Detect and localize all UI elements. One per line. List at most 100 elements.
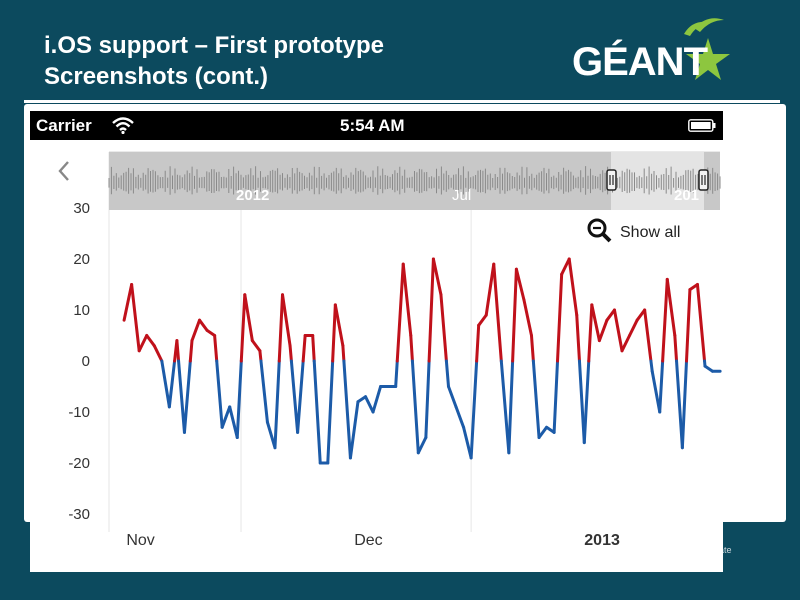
series-segment <box>575 313 581 363</box>
series-segment <box>514 267 526 302</box>
series-segment <box>364 395 375 414</box>
zoom-out-icon <box>587 218 612 243</box>
series-segment <box>205 328 217 337</box>
series-segment <box>311 334 316 363</box>
wifi-icon <box>112 117 134 134</box>
series-segment <box>446 385 458 409</box>
series-segment <box>577 359 586 445</box>
y-tick-label: 20 <box>73 251 90 268</box>
series-segment <box>416 436 428 455</box>
y-axis: 30 20 10 0 -10 -20 -30 <box>68 200 90 523</box>
geant-logo: GÉANT <box>572 14 742 94</box>
series-segment <box>301 334 307 363</box>
series-segment <box>590 303 601 343</box>
navigator-label-2012: 2012 <box>236 187 269 204</box>
series-segment <box>122 283 134 322</box>
y-tick-label: -20 <box>68 455 90 472</box>
series-segment <box>552 359 560 434</box>
navigator-handle-left[interactable] <box>606 169 617 191</box>
series-segment <box>695 283 707 363</box>
navigator-series <box>108 166 721 195</box>
navigator-label-2013: 201 <box>674 187 699 204</box>
series-segment <box>356 395 368 404</box>
series-segment <box>215 359 224 429</box>
series-segment <box>560 257 571 276</box>
series-segment <box>331 303 337 363</box>
ios-device-screen: Carrier 5:54 AM 2012 Jul 201 <box>30 111 723 572</box>
x-tick-label: 2013 <box>584 532 620 549</box>
series-segment <box>239 293 247 363</box>
series-segment <box>685 288 692 363</box>
series-segment <box>597 318 609 343</box>
series-segment <box>605 308 616 322</box>
navigator-handle-right[interactable] <box>698 169 709 191</box>
show-all-button[interactable]: Show all <box>587 218 680 243</box>
slide-title: i.OS support – First prototype Screensho… <box>44 30 384 92</box>
series-segment <box>326 359 335 465</box>
series-segment <box>177 359 186 434</box>
chevron-left-icon[interactable] <box>58 161 69 181</box>
series-segment <box>665 277 677 337</box>
chart-area: 2012 Jul 201 Show all 30 20 10 0 -10 <box>58 151 722 549</box>
series-segment <box>511 267 518 363</box>
show-all-label: Show all <box>620 224 680 241</box>
series-segment <box>462 425 473 460</box>
series-segment <box>277 293 285 363</box>
series-segment <box>182 359 192 434</box>
series-segment <box>188 339 194 363</box>
series-segment <box>537 425 549 439</box>
series-segment <box>395 262 405 363</box>
series-segment <box>152 344 164 363</box>
series-segment <box>444 359 450 388</box>
series-segment <box>228 405 239 439</box>
series-segment <box>469 359 479 460</box>
series-segment <box>250 339 262 353</box>
series-segment <box>582 359 591 445</box>
logo-wordmark: GÉANT <box>572 40 708 84</box>
series-segment <box>371 385 383 414</box>
series-segment <box>427 257 435 363</box>
range-navigator[interactable]: 2012 Jul 201 <box>108 152 721 210</box>
clock-label: 5:54 AM <box>340 116 405 135</box>
series-segment <box>475 323 481 363</box>
series-segment <box>587 303 594 363</box>
series-segment <box>680 359 689 450</box>
series-segment <box>484 262 496 317</box>
series-segment <box>643 308 653 363</box>
chart-series <box>122 257 722 465</box>
series-segment <box>258 349 263 363</box>
series-segment <box>507 359 515 455</box>
series-segment <box>213 334 219 363</box>
series-segment <box>454 405 466 429</box>
series-segment <box>661 277 669 363</box>
series-segment <box>492 262 503 363</box>
series-segment <box>410 359 420 455</box>
series-segment <box>342 359 352 460</box>
series-segment <box>341 344 346 363</box>
series-segment <box>348 400 360 460</box>
series-segment <box>529 334 535 363</box>
series-segment <box>675 359 684 450</box>
series-segment <box>175 339 181 363</box>
y-tick-label: 10 <box>73 302 90 319</box>
series-segment <box>556 272 564 363</box>
series-segment <box>198 318 209 332</box>
series-segment <box>394 359 399 388</box>
series-segment <box>431 257 443 297</box>
y-tick-label: 30 <box>73 200 90 217</box>
x-axis: Nov Dec 2013 <box>126 532 620 549</box>
footer-fragment: rate <box>716 545 732 555</box>
series-segment <box>190 318 202 343</box>
series-segment <box>658 359 665 414</box>
star-icon <box>684 18 730 80</box>
slide-header <box>24 0 780 103</box>
series-segment <box>243 293 254 343</box>
series-segment <box>650 369 662 414</box>
series-segment <box>477 313 488 327</box>
series-segment <box>235 359 243 439</box>
series-segment <box>333 303 345 348</box>
series-segment <box>522 298 533 337</box>
navigator-label-jul: Jul <box>452 187 471 204</box>
series-segment <box>160 359 171 409</box>
series-segment <box>281 293 292 348</box>
